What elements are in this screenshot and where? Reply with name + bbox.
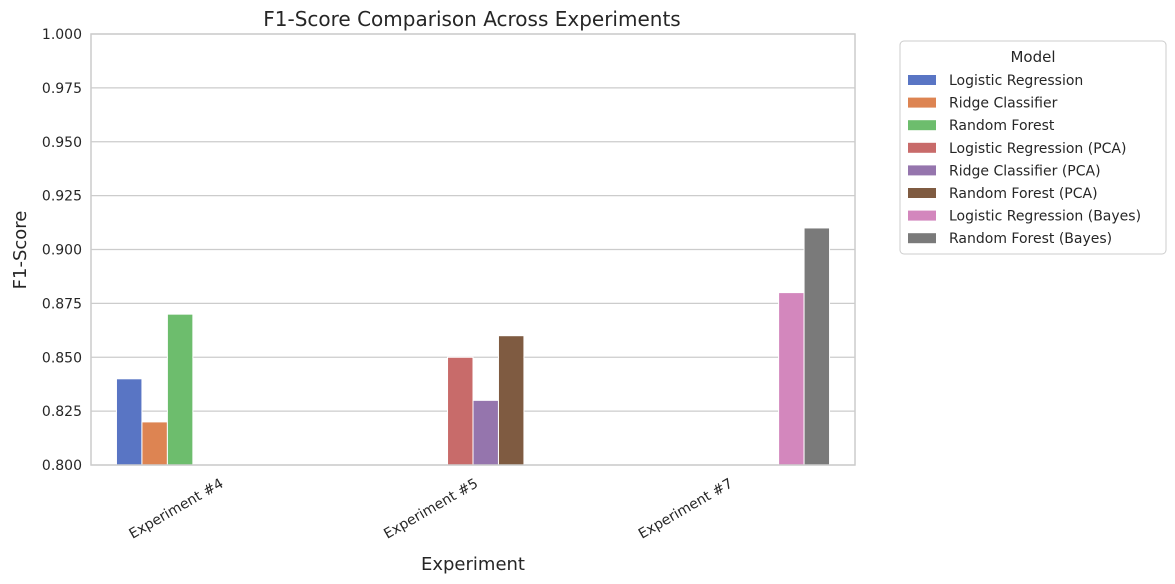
- bar: [472, 399, 499, 466]
- y-tick-label: 0.825: [42, 404, 82, 420]
- y-axis-ticks: 0.800 0.825 0.850 0.875 0.900 0.925 0.950 0.975…: [42, 27, 82, 474]
- bar: [497, 335, 525, 466]
- y-tick-label: 0.800: [42, 458, 82, 474]
- bar: [141, 421, 168, 466]
- bar: [115, 378, 143, 466]
- y-tick-label: 0.875: [42, 296, 82, 312]
- legend-label: Logistic Regression (PCA): [949, 141, 1126, 157]
- legend-box: [899, 40, 1167, 255]
- plot-frame: [90, 33, 856, 466]
- legend-swatch: [908, 165, 936, 176]
- bar: [778, 292, 805, 466]
- legend-label: Logistic Regression (Bayes): [949, 209, 1141, 225]
- bars: [115, 227, 831, 466]
- y-tick-label: 0.950: [42, 135, 82, 151]
- legend-swatch: [908, 142, 936, 153]
- legend-label: Ridge Classifier: [949, 96, 1058, 112]
- legend-swatch: [908, 188, 936, 198]
- x-tick-label: Experiment #4: [127, 476, 227, 543]
- legend-title: Model: [1010, 48, 1055, 66]
- bar: [166, 313, 194, 466]
- y-tick-label: 1.000: [42, 27, 82, 43]
- legend-label: Random Forest (PCA): [949, 186, 1098, 202]
- x-tick-label: Experiment #7: [636, 476, 736, 543]
- x-axis-label: Experiment: [421, 554, 525, 575]
- x-tick-label: Experiment #5: [381, 476, 481, 543]
- legend-label: Ridge Classifier (PCA): [949, 163, 1101, 179]
- legend-label: Logistic Regression: [949, 73, 1083, 89]
- y-tick-label: 0.850: [42, 350, 82, 366]
- y-tick-label: 0.975: [42, 81, 82, 97]
- legend-label: Random Forest (Bayes): [949, 231, 1112, 247]
- y-tick-label: 0.925: [42, 189, 82, 205]
- legend-swatch: [908, 233, 936, 244]
- y-axis-label: F1-Score: [10, 211, 31, 290]
- x-axis-ticks: Experiment #4 Experiment #5 Experiment #7: [127, 476, 736, 543]
- legend: Model Logistic Regression Ridge Classifie…: [899, 40, 1167, 255]
- bar: [447, 356, 474, 466]
- y-tick-label: 0.900: [42, 243, 82, 259]
- legend-swatch: [908, 75, 936, 85]
- bar: [803, 227, 831, 466]
- legend-swatch: [908, 210, 936, 221]
- legend-label: Random Forest: [949, 118, 1055, 134]
- legend-swatch: [908, 120, 936, 131]
- legend-swatch: [908, 97, 936, 108]
- chart-title: F1-Score Comparison Across Experiments: [263, 7, 680, 31]
